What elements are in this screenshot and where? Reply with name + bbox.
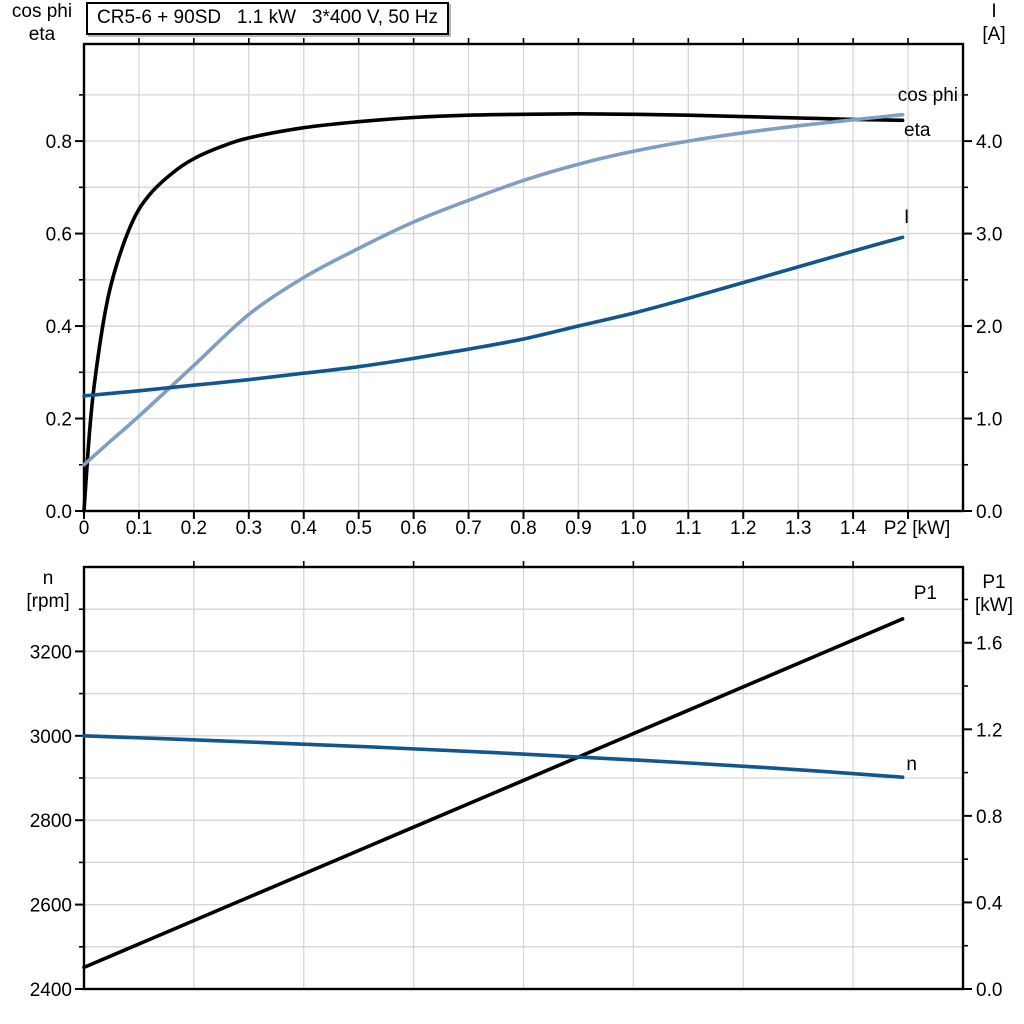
power-unit-label: [kW] xyxy=(975,595,1013,616)
svg-text:0.8: 0.8 xyxy=(510,518,536,539)
svg-text:2800: 2800 xyxy=(30,811,72,832)
eta-axis-label: eta xyxy=(28,24,56,45)
svg-text:1.1: 1.1 xyxy=(675,518,701,539)
svg-text:0.1: 0.1 xyxy=(126,518,152,539)
svg-text:3200: 3200 xyxy=(30,642,72,663)
series-label-eta: eta xyxy=(904,120,931,141)
svg-text:0.4: 0.4 xyxy=(976,893,1003,914)
svg-text:1.0: 1.0 xyxy=(976,410,1002,431)
svg-text:0.6: 0.6 xyxy=(400,518,426,539)
right-axis-title-bottom-chart: P1 [kW] xyxy=(964,571,1024,617)
svg-text:4.0: 4.0 xyxy=(976,132,1002,153)
svg-text:0.3: 0.3 xyxy=(236,518,262,539)
series-cos-phi xyxy=(82,112,905,467)
series-eta xyxy=(82,111,905,513)
svg-text:1.4: 1.4 xyxy=(840,518,867,539)
series-n xyxy=(82,734,905,779)
svg-text:0.9: 0.9 xyxy=(565,518,591,539)
speed-axis-label: n xyxy=(42,568,54,589)
svg-text:3.0: 3.0 xyxy=(976,225,1002,246)
power-axis-label: P1 xyxy=(982,572,1006,593)
svg-text:0.2: 0.2 xyxy=(46,410,72,431)
svg-text:0.0: 0.0 xyxy=(976,502,1002,523)
svg-text:2600: 2600 xyxy=(30,896,72,917)
svg-text:0.7: 0.7 xyxy=(455,518,481,539)
series-P1 xyxy=(82,617,905,970)
svg-text:0.5: 0.5 xyxy=(345,518,371,539)
svg-text:0.8: 0.8 xyxy=(46,132,72,153)
series-label-P1: P1 xyxy=(914,583,937,604)
svg-text:2400: 2400 xyxy=(30,980,72,1001)
svg-text:1.0: 1.0 xyxy=(620,518,646,539)
current-unit-label: [A] xyxy=(982,24,1006,45)
svg-text:0: 0 xyxy=(79,518,90,539)
current-axis-label: I xyxy=(991,1,997,22)
svg-text:0.0: 0.0 xyxy=(976,980,1002,1001)
svg-text:0.8: 0.8 xyxy=(976,807,1002,828)
svg-text:0.0: 0.0 xyxy=(46,502,72,523)
svg-text:0.2: 0.2 xyxy=(181,518,207,539)
svg-text:0.4: 0.4 xyxy=(46,317,73,338)
svg-text:1.2: 1.2 xyxy=(730,518,756,539)
series-I xyxy=(82,235,905,398)
series-label-cos-phi: cos phi xyxy=(898,85,958,106)
svg-text:0.6: 0.6 xyxy=(46,225,72,246)
svg-text:P2 [kW]: P2 [kW] xyxy=(884,518,951,539)
right-axis-title-top-chart: I [A] xyxy=(964,0,1024,46)
svg-text:2.0: 2.0 xyxy=(976,317,1002,338)
left-axis-title-top-chart: cos phi eta xyxy=(0,0,84,46)
chart-title: CR5-6 + 90SD 1.1 kW 3*400 V, 50 Hz xyxy=(86,2,449,35)
series-label-n: n xyxy=(906,754,917,775)
svg-text:1.2: 1.2 xyxy=(976,720,1002,741)
left-axis-title-bottom-chart: n [rpm] xyxy=(6,567,90,613)
svg-text:3000: 3000 xyxy=(30,727,72,748)
svg-text:1.3: 1.3 xyxy=(785,518,811,539)
cos-phi-axis-label: cos phi xyxy=(11,1,73,22)
svg-text:1.6: 1.6 xyxy=(976,634,1002,655)
svg-text:0.4: 0.4 xyxy=(291,518,318,539)
speed-unit-label: [rpm] xyxy=(26,591,70,612)
series-label-I: I xyxy=(904,207,909,228)
